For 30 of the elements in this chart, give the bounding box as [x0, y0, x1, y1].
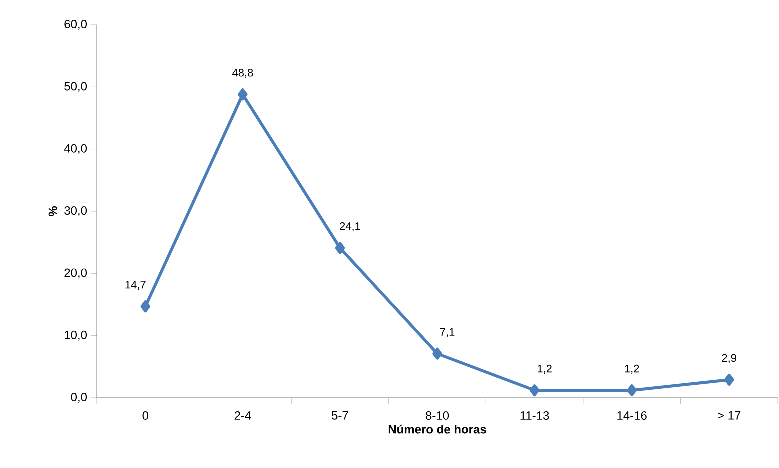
point [140, 300, 151, 313]
point [530, 384, 540, 397]
y-tick-label: 30,0 [64, 206, 88, 216]
x-tick-label: 2-4 [234, 412, 252, 420]
data-label: 48,8 [232, 69, 254, 78]
point [627, 384, 637, 397]
point [238, 88, 248, 101]
point [335, 242, 346, 254]
data-label: 2,9 [722, 354, 736, 364]
x-tick-label: 0 [142, 412, 149, 420]
x-tick-label: 11-13 [520, 412, 550, 420]
x-axis-title: Número de horas [388, 424, 486, 434]
data-label: 7,1 [440, 328, 455, 338]
y-tick-label: 50,0 [64, 82, 88, 92]
x-tick-label: 8-10 [426, 412, 450, 420]
x-tick-label: 5-7 [332, 412, 348, 420]
point [724, 374, 734, 386]
y-tick-label: 40,0 [64, 144, 88, 154]
x-tick-label: > 17 [718, 412, 741, 420]
y-tick-label: 20,0 [64, 268, 88, 279]
y-tick-label: 60,0 [64, 20, 88, 30]
y-tick-label: 10,0 [65, 330, 88, 341]
x-tick-label: 14-16 [618, 412, 647, 420]
point [432, 348, 442, 360]
data-label: 1,2 [538, 364, 552, 374]
data-label: 1,2 [625, 364, 640, 374]
data-label: 24,1 [340, 222, 360, 232]
data-label: 14,7 [126, 281, 146, 290]
y-tick-label: 0,0 [71, 393, 88, 403]
y-axis-title: % [48, 206, 58, 217]
